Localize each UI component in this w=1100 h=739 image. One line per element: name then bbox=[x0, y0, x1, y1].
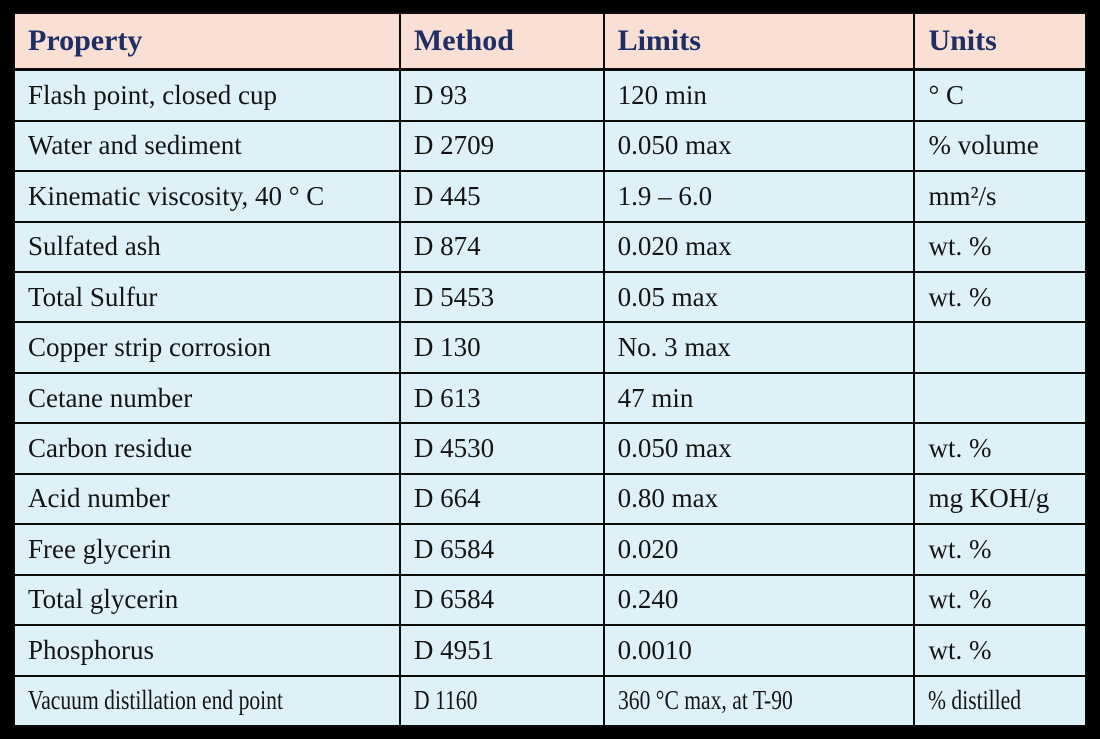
cell-units: mg KOH/g bbox=[913, 472, 1087, 526]
table-row: Free glycerin D 6584 0.020 wt. % bbox=[13, 523, 1087, 576]
cell-property: Free glycerin bbox=[13, 523, 401, 576]
cell-method: D 1160 bbox=[398, 674, 605, 728]
column-header-limits: Limits bbox=[602, 12, 916, 71]
cell-property: Vacuum distillation end point bbox=[13, 674, 401, 728]
table-row: Flash point, closed cup D 93 120 min ° C bbox=[13, 68, 1087, 122]
cell-method: D 2709 bbox=[398, 119, 605, 173]
cell-property: Flash point, closed cup bbox=[13, 68, 401, 122]
table-row: Carbon residue D 4530 0.050 max wt. % bbox=[13, 422, 1087, 475]
cell-method: D 874 bbox=[398, 220, 605, 274]
cell-property: Sulfated ash bbox=[13, 220, 401, 274]
cell-method: D 130 bbox=[398, 321, 605, 374]
cell-units: wt. % bbox=[913, 624, 1087, 677]
header-row: Property Method Limits Units bbox=[13, 12, 1087, 71]
table-row: Vacuum distillation end point D 1160 360… bbox=[13, 674, 1087, 728]
cell-units: % volume bbox=[913, 119, 1087, 173]
cell-property: Phosphorus bbox=[13, 624, 401, 677]
cell-units: wt. % bbox=[913, 220, 1087, 274]
column-header-method: Method bbox=[398, 12, 605, 71]
cell-limits: 47 min bbox=[602, 371, 916, 425]
cell-limits: 120 min bbox=[602, 68, 916, 122]
column-header-method-label: Method bbox=[413, 24, 514, 57]
cell-limits: 0.0010 bbox=[602, 624, 916, 677]
cell-units bbox=[913, 371, 1087, 425]
cell-units: wt. % bbox=[913, 523, 1087, 576]
cell-limits: 0.050 max bbox=[602, 422, 916, 475]
cell-property: Kinematic viscosity, 40 ° C bbox=[13, 170, 401, 223]
column-header-limits-label: Limits bbox=[617, 24, 701, 57]
column-header-property-label: Property bbox=[28, 24, 143, 57]
cell-units: mm²/s bbox=[913, 170, 1087, 223]
fuel-spec-table: Property Method Limits Units Flash point… bbox=[13, 12, 1087, 728]
table-row: Kinematic viscosity, 40 ° C D 445 1.9 – … bbox=[13, 170, 1087, 223]
cell-units: ° C bbox=[913, 68, 1087, 122]
cell-limits: 360 °C max, at T-90 bbox=[602, 674, 916, 728]
table-row: Copper strip corrosion D 130 No. 3 max bbox=[13, 321, 1087, 374]
cell-limits: 0.80 max bbox=[602, 472, 916, 526]
cell-method: D 4951 bbox=[398, 624, 605, 677]
cell-units bbox=[913, 321, 1087, 374]
cell-method: D 664 bbox=[398, 472, 605, 526]
table-row: Phosphorus D 4951 0.0010 wt. % bbox=[13, 624, 1087, 677]
table-row: Water and sediment D 2709 0.050 max % vo… bbox=[13, 119, 1087, 173]
column-header-property: Property bbox=[13, 12, 401, 71]
cell-property: Acid number bbox=[13, 472, 401, 526]
cell-units: wt. % bbox=[913, 271, 1087, 324]
cell-limits: 0.020 bbox=[602, 523, 916, 576]
cell-method: D 445 bbox=[398, 170, 605, 223]
cell-limits: 0.020 max bbox=[602, 220, 916, 274]
cell-limits: 1.9 – 6.0 bbox=[602, 170, 916, 223]
cell-limits: 0.050 max bbox=[602, 119, 916, 173]
cell-method: D 6584 bbox=[398, 523, 605, 576]
cell-property: Total glycerin bbox=[13, 573, 401, 627]
column-header-units-label: Units bbox=[928, 24, 997, 57]
table-row: Total glycerin D 6584 0.240 wt. % bbox=[13, 573, 1087, 627]
cell-units: wt. % bbox=[913, 573, 1087, 627]
cell-property: Total Sulfur bbox=[13, 271, 401, 324]
cell-property: Cetane number bbox=[13, 371, 401, 425]
column-header-units: Units bbox=[913, 12, 1087, 71]
cell-limits: 0.240 bbox=[602, 573, 916, 627]
cell-method: D 93 bbox=[398, 68, 605, 122]
table-row: Total Sulfur D 5453 0.05 max wt. % bbox=[13, 271, 1087, 324]
cell-method: D 4530 bbox=[398, 422, 605, 475]
cell-limits: No. 3 max bbox=[602, 321, 916, 374]
cell-property: Water and sediment bbox=[13, 119, 401, 173]
cell-property: Carbon residue bbox=[13, 422, 401, 475]
cell-units: % distilled bbox=[913, 674, 1087, 728]
cell-method: D 613 bbox=[398, 371, 605, 425]
cell-method: D 5453 bbox=[398, 271, 605, 324]
cell-method: D 6584 bbox=[398, 573, 605, 627]
cell-units: wt. % bbox=[913, 422, 1087, 475]
table-row: Sulfated ash D 874 0.020 max wt. % bbox=[13, 220, 1087, 274]
table-row: Cetane number D 613 47 min bbox=[13, 371, 1087, 425]
cell-property: Copper strip corrosion bbox=[13, 321, 401, 374]
table-row: Acid number D 664 0.80 max mg KOH/g bbox=[13, 472, 1087, 526]
cell-limits: 0.05 max bbox=[602, 271, 916, 324]
